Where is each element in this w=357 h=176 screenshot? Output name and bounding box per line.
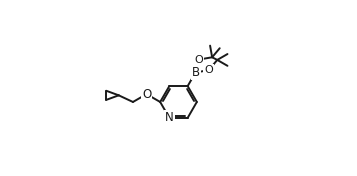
Text: B: B — [191, 66, 200, 79]
Text: O: O — [142, 88, 151, 101]
Text: N: N — [165, 111, 174, 124]
Text: O: O — [204, 65, 213, 75]
Text: O: O — [195, 55, 203, 65]
